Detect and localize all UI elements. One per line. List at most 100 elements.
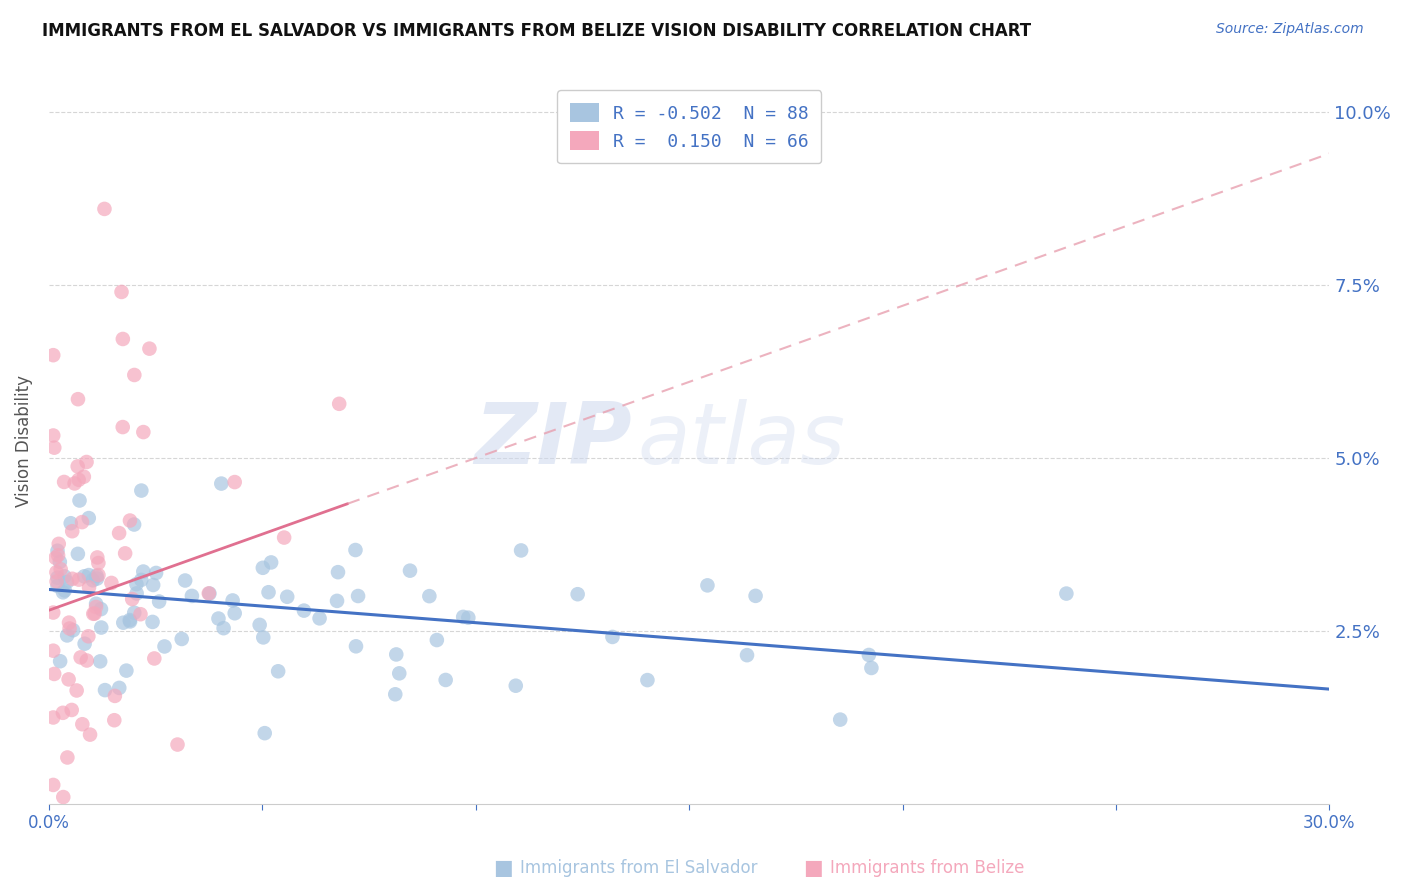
Point — [110, 285, 132, 299]
Point — [118, 514, 141, 528]
Point — [66, 683, 89, 698]
Point — [103, 713, 125, 727]
Point — [125, 586, 148, 600]
Point — [111, 420, 134, 434]
Point — [131, 483, 153, 498]
Point — [58, 622, 80, 636]
Point — [385, 648, 408, 662]
Point — [326, 594, 349, 608]
Point — [77, 511, 100, 525]
Point — [56, 628, 79, 642]
Point — [42, 606, 65, 620]
Point — [56, 750, 79, 764]
Point — [434, 673, 457, 687]
Text: Immigrants from El Salvador: Immigrants from El Salvador — [520, 859, 758, 877]
Point — [90, 602, 112, 616]
Point — [696, 578, 718, 592]
Point — [52, 706, 75, 720]
Point — [174, 574, 197, 588]
Point — [49, 555, 72, 569]
Point — [138, 342, 160, 356]
Point — [209, 476, 232, 491]
Point — [120, 615, 142, 629]
Point — [180, 589, 202, 603]
Point — [141, 615, 163, 629]
Point — [87, 556, 110, 570]
Point — [224, 607, 246, 621]
Point — [457, 610, 479, 624]
Point — [170, 632, 193, 646]
Point — [860, 661, 883, 675]
Point — [42, 710, 65, 724]
Point — [90, 621, 112, 635]
Point — [121, 592, 143, 607]
Point — [66, 547, 89, 561]
Point — [148, 594, 170, 608]
Point — [49, 562, 72, 576]
Point — [49, 654, 72, 668]
Y-axis label: Vision Disability: Vision Disability — [15, 375, 32, 507]
Point — [60, 703, 83, 717]
Point — [125, 577, 148, 591]
Point — [87, 568, 110, 582]
Point — [124, 368, 146, 382]
Point — [115, 664, 138, 678]
Point — [84, 599, 107, 614]
Point — [66, 392, 89, 407]
Point — [52, 585, 75, 599]
Point — [104, 689, 127, 703]
Point — [60, 572, 83, 586]
Point — [129, 573, 152, 587]
Point — [67, 573, 90, 587]
Point — [249, 618, 271, 632]
Point — [45, 574, 67, 589]
Point — [166, 738, 188, 752]
Point — [198, 586, 221, 600]
Point — [58, 615, 80, 630]
Point — [252, 561, 274, 575]
Point — [260, 556, 283, 570]
Point — [253, 726, 276, 740]
Point — [145, 566, 167, 580]
Point — [426, 633, 449, 648]
Point — [108, 681, 131, 695]
Text: ■: ■ — [803, 858, 823, 878]
Point — [1054, 586, 1077, 600]
Point — [384, 687, 406, 701]
Point — [42, 428, 65, 442]
Point — [73, 637, 96, 651]
Point — [76, 653, 98, 667]
Point — [122, 606, 145, 620]
Point — [344, 640, 367, 654]
Point — [567, 587, 589, 601]
Point — [46, 543, 69, 558]
Point — [52, 790, 75, 805]
Point — [100, 576, 122, 591]
Point — [53, 569, 76, 583]
Point — [132, 425, 155, 439]
Point — [207, 611, 229, 625]
Point — [858, 648, 880, 662]
Point — [224, 475, 246, 489]
Point — [73, 469, 96, 483]
Point — [46, 571, 69, 585]
Point — [89, 654, 111, 668]
Point — [129, 607, 152, 622]
Point — [112, 615, 135, 630]
Point — [257, 585, 280, 599]
Point — [86, 569, 108, 583]
Point — [602, 630, 624, 644]
Point — [42, 348, 65, 362]
Point — [86, 572, 108, 586]
Point — [122, 517, 145, 532]
Point — [69, 493, 91, 508]
Point — [42, 643, 65, 657]
Point — [505, 679, 527, 693]
Point — [73, 569, 96, 583]
Point — [79, 728, 101, 742]
Point — [59, 516, 82, 531]
Point — [744, 589, 766, 603]
Point — [42, 778, 65, 792]
Point — [45, 550, 67, 565]
Point — [418, 589, 440, 603]
